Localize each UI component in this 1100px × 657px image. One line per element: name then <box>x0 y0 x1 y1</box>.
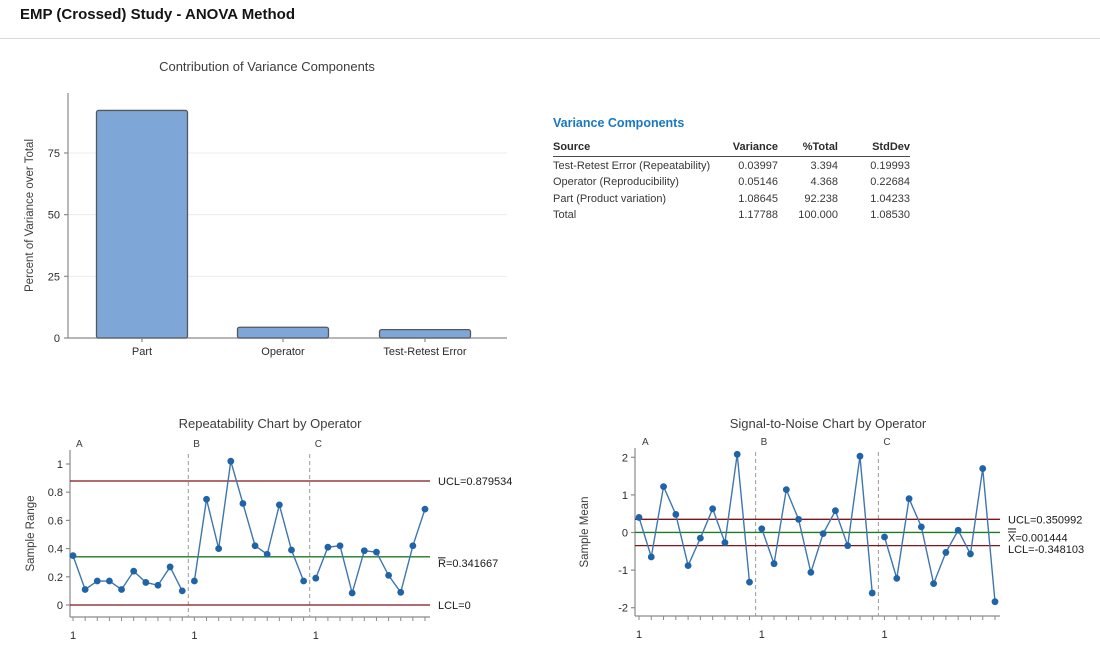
cell-pct-total: 92.238 <box>804 192 838 205</box>
svg-text:UCL=0.350992: UCL=0.350992 <box>1008 514 1082 526</box>
cell-variance: 0.05146 <box>738 176 778 188</box>
cell-pct-total: 3.394 <box>810 159 838 172</box>
svg-text:0: 0 <box>54 333 60 345</box>
cell-source: Part (Product variation) <box>553 192 667 205</box>
svg-text:0: 0 <box>57 600 63 612</box>
bar-chart-svg: Contribution of Variance Components Perce… <box>24 59 507 358</box>
svg-text:2: 2 <box>622 452 628 464</box>
svg-text:0.8: 0.8 <box>48 487 63 499</box>
svg-text:25: 25 <box>48 271 60 283</box>
svg-text:1: 1 <box>622 490 628 502</box>
cell-stddev: 1.08530 <box>870 209 910 221</box>
cell-source: Test-Retest Error (Repeatability) <box>553 159 711 172</box>
svg-text:50: 50 <box>48 210 60 222</box>
variance-components-heading: Variance Components <box>553 116 685 130</box>
table-row: Total 1.17788 100.000 1.08530 <box>553 207 910 224</box>
column-header-variance: Variance <box>718 139 778 157</box>
svg-text:Percent of Variance over Total: Percent of Variance over Total <box>24 139 36 292</box>
control-chart-svg: Signal-to-Noise Chart by Operator Sample … <box>579 416 1084 641</box>
cell-variance: 1.17788 <box>738 209 778 221</box>
table-header-row: Source Variance %Total StdDev <box>553 139 910 157</box>
svg-text:0.4: 0.4 <box>48 544 63 556</box>
table-row: Part (Product variation) 1.08645 92.238 … <box>553 190 910 207</box>
column-header-stddev: StdDev <box>838 139 910 157</box>
svg-text:1: 1 <box>70 630 76 642</box>
svg-text:1: 1 <box>57 459 63 471</box>
svg-text:C: C <box>883 437 890 448</box>
cell-pct-total: 100.000 <box>798 209 838 221</box>
svg-text:Test-Retest Error: Test-Retest Error <box>383 346 466 358</box>
svg-text:LCL=-0.348103: LCL=-0.348103 <box>1008 544 1084 556</box>
contribution-of-variance-chart: Contribution of Variance Components Perce… <box>15 55 540 385</box>
variance-components-panel: Variance Components Source Variance %Tot… <box>553 116 913 223</box>
column-header-source: Source <box>553 139 718 157</box>
svg-text:Operator: Operator <box>261 346 305 358</box>
svg-text:LCL=0: LCL=0 <box>438 600 471 612</box>
svg-text:B: B <box>193 439 200 450</box>
svg-text:0.6: 0.6 <box>48 515 63 527</box>
cell-pct-total: 4.368 <box>810 176 838 188</box>
svg-text:Sample Mean: Sample Mean <box>579 497 591 568</box>
svg-text:75: 75 <box>48 148 60 160</box>
table-row: Test-Retest Error (Repeatability) 0.0399… <box>553 157 910 174</box>
svg-text:A: A <box>642 437 649 448</box>
svg-text:1: 1 <box>191 630 197 642</box>
control-chart-svg: Repeatability Chart by Operator Sample Ra… <box>25 416 512 642</box>
cell-variance: 1.08645 <box>738 192 778 205</box>
cell-stddev: 0.22684 <box>870 176 910 188</box>
table-row: Operator (Reproducibility) 0.05146 4.368… <box>553 174 910 191</box>
svg-text:B: B <box>761 437 768 448</box>
svg-text:Repeatability Chart by Operato: Repeatability Chart by Operator <box>179 416 362 431</box>
svg-text:X=0.001444: X=0.001444 <box>1008 532 1068 544</box>
svg-text:R=0.341667: R=0.341667 <box>438 558 498 570</box>
svg-text:-2: -2 <box>618 603 628 615</box>
svg-text:1: 1 <box>313 630 319 642</box>
cell-stddev: 1.04233 <box>870 192 910 205</box>
svg-text:1: 1 <box>881 629 887 641</box>
cell-variance: 0.03997 <box>738 159 778 172</box>
svg-text:1: 1 <box>759 629 765 641</box>
svg-text:0.2: 0.2 <box>48 572 63 584</box>
svg-text:Sample Range: Sample Range <box>25 495 37 571</box>
cell-source: Total <box>553 209 577 221</box>
cell-source: Operator (Reproducibility) <box>553 176 679 188</box>
svg-text:1: 1 <box>636 629 642 641</box>
variance-components-table: Source Variance %Total StdDev Test-Retes… <box>553 139 910 223</box>
repeatability-chart: Repeatability Chart by Operator Sample Ra… <box>20 410 540 652</box>
svg-text:C: C <box>315 439 322 450</box>
page-title: EMP (Crossed) Study - ANOVA Method <box>20 6 296 23</box>
header-divider <box>0 38 1100 39</box>
svg-text:Part: Part <box>132 346 152 358</box>
svg-text:A: A <box>76 439 83 450</box>
svg-text:0: 0 <box>622 528 628 540</box>
column-header-pct-total: %Total <box>778 139 838 157</box>
svg-text:Signal-to-Noise Chart by Opera: Signal-to-Noise Chart by Operator <box>730 416 927 431</box>
svg-text:UCL=0.879534: UCL=0.879534 <box>438 476 512 488</box>
cell-stddev: 0.19993 <box>870 159 910 172</box>
svg-text:-1: -1 <box>618 565 628 577</box>
svg-text:Contribution of Variance Compo: Contribution of Variance Components <box>159 59 375 74</box>
signal-to-noise-chart: Signal-to-Noise Chart by Operator Sample … <box>575 410 1100 652</box>
